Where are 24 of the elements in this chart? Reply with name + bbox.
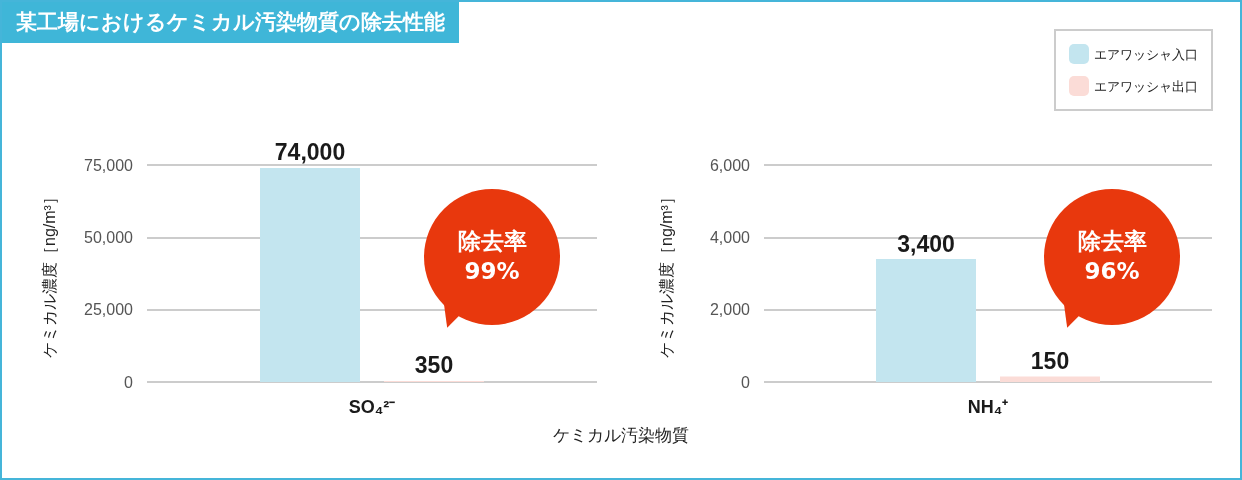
x-axis-title: ケミカル汚染物質 (552, 424, 690, 447)
y-tick-label: 25,000 (84, 301, 134, 319)
y-tick-label: 50,000 (84, 228, 134, 246)
y-tick-label: 4,000 (709, 228, 751, 246)
y-axis-title: ケミカル濃度［ng/m³］ (40, 189, 58, 358)
annotation: 除去率 96% (1076, 227, 1148, 286)
data-label: 350 (414, 352, 454, 379)
speech-bubble: 除去率 96% (1044, 189, 1180, 325)
speech-bubble: 除去率 99% (424, 189, 560, 325)
x-tick-label: NH₄⁺ (967, 397, 1009, 417)
legend-label: エアワッシャ出口 (1094, 78, 1198, 94)
y-tick-label: 0 (124, 373, 134, 391)
y-tick-label: 0 (741, 373, 751, 391)
chart-title: 某工場におけるケミカル汚染物質の除去性能 (2, 2, 459, 43)
data-label: 150 (1030, 348, 1070, 375)
annotation: 除去率 99% (456, 227, 528, 286)
data-label: 74,000 (274, 139, 346, 166)
y-tick-label: 75,000 (84, 156, 134, 174)
x-tick-label: SO₄²⁻ (348, 397, 396, 417)
legend-label: エアワッシャ入口 (1094, 46, 1198, 62)
data-label: 3,400 (897, 230, 955, 257)
y-tick-label: 6,000 (709, 156, 751, 174)
y-tick-label: 2,000 (709, 301, 751, 319)
y-axis-title: ケミカル濃度［ng/m³］ (657, 189, 675, 358)
